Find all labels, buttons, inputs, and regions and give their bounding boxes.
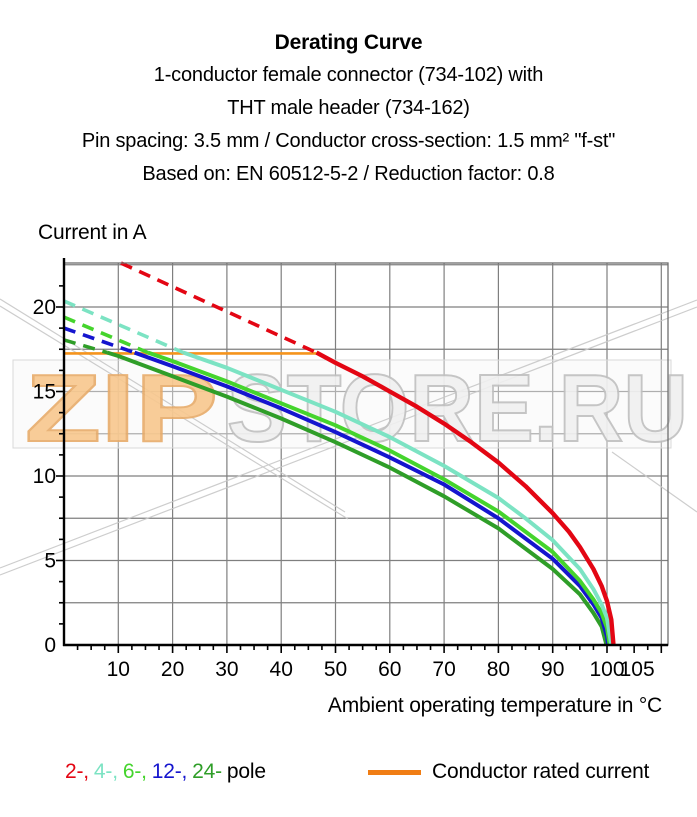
page-title: Derating Curve [274,31,423,54]
curve-12-pole [63,326,611,646]
rated-current-line-swatch [368,770,421,775]
curve-6-pole-dashed [63,315,149,355]
x-tick-label-60: 60 [378,658,401,681]
curve-2-pole [120,261,616,646]
x-tick-label-20: 20 [161,658,184,681]
legend-item-4-pole: 4-, [93,760,118,783]
curve-4-pole-solid [182,350,614,646]
pole-legend: 2-, 4-, 6-, 12-, 24- pole [65,760,271,784]
y-tick-label-20: 20 [33,296,56,319]
watermark: ZIP STORE.RU [0,298,697,576]
legend-item-2-pole: 2-, [65,760,89,783]
x-tick-label-100: 100 [589,658,624,681]
y-tick-label-0: 0 [44,634,56,657]
x-tick-label-90: 90 [541,658,564,681]
y-tick-label-15: 15 [33,381,56,404]
curve-24-pole [63,338,609,646]
curve-2-pole-solid [315,350,616,646]
legend: 2-, 4-, 6-, 12-, 24- pole Conductor rated cur… [0,760,697,790]
legend-pole-suffix: pole [226,760,266,783]
curve-12-pole-dashed [63,326,136,355]
legend-item-6-pole: 6-, [122,760,147,783]
gridlines [64,263,668,645]
subtitle-line-1: 1-conductor female connector (734-102) w… [153,64,544,86]
x-tick-label-50: 50 [324,658,347,681]
curve-4-pole [63,299,614,646]
curve-6-pole-solid [147,350,612,646]
subtitle-line-2: THT male header (734-162) [227,97,470,119]
curve-12-pole-solid [133,350,611,646]
legend-item-12-pole: 12-, [151,760,188,783]
rated-current-label: Conductor rated current [432,760,650,783]
curve-2-pole-dashed [120,261,318,355]
chart-header: Derating Curve 1-conductor female connec… [0,26,697,191]
legend-item-24-pole: 24- [192,760,222,783]
subtitle-line-3: Pin spacing: 3.5 mm / Conductor cross-se… [81,130,616,152]
x-tick-label-10: 10 [107,658,130,681]
subtitle-line-4: Based on: EN 60512-5-2 / Reduction facto… [142,163,555,185]
curve-24-pole-dashed [63,338,108,355]
x-tick-label-80: 80 [487,658,510,681]
x-tick-label-70: 70 [432,658,455,681]
tick-marks [56,285,663,653]
x-tick-label-30: 30 [215,658,238,681]
curve-24-pole-solid [106,350,609,646]
watermark-text-store: STORE.RU [227,355,688,462]
curve-6-pole [63,315,612,646]
curve-4-pole-dashed [63,299,185,355]
x-tick-label-40: 40 [270,658,293,681]
y-axis-title: Current in A [38,221,147,244]
x-tick-label-105: 105 [620,658,655,681]
y-tick-label-5: 5 [44,550,56,573]
x-axis-title: Ambient operating temperature in °C [327,694,662,717]
axes [62,258,668,647]
y-tick-label-10: 10 [33,465,56,488]
